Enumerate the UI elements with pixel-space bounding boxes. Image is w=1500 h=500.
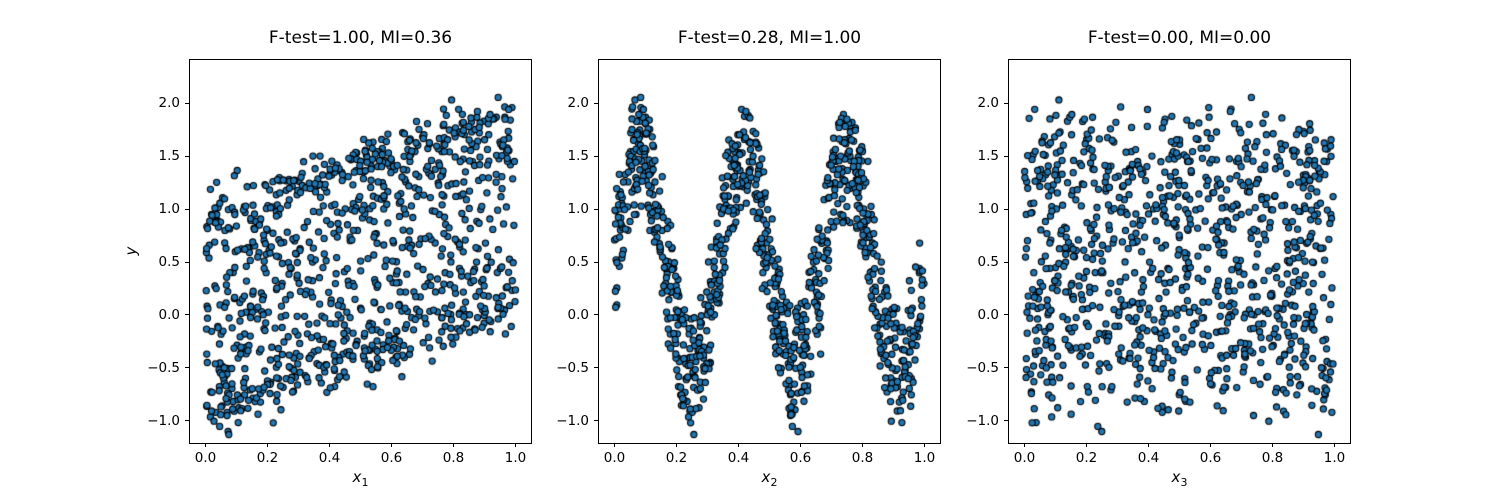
y-tick-mark	[185, 314, 189, 316]
x-tick-label: 0.0	[1013, 450, 1036, 466]
y-tick-label: 1.5	[977, 148, 999, 165]
y-tick-label: 0.0	[158, 306, 180, 323]
x-tick-label: 0.6	[1199, 450, 1222, 466]
x-tick-mark	[1148, 443, 1149, 447]
x-tick-label: 0.8	[442, 450, 465, 466]
x-tick-label: 1.0	[504, 450, 527, 466]
x-tick-mark	[267, 443, 268, 447]
y-tick-mark	[594, 367, 598, 369]
x-tick-label: 0.4	[727, 450, 750, 466]
x-tick-mark	[924, 443, 925, 447]
y-tick-label: −1.0	[147, 412, 180, 429]
y-tick-label: 2.0	[567, 95, 589, 112]
y-tick-label: 1.5	[567, 148, 589, 165]
plot-title: F-test=1.00, MI=0.36	[268, 28, 453, 48]
y-tick-label: 0.5	[977, 254, 999, 271]
x-tick-label: 0.6	[789, 450, 812, 466]
x-tick-mark	[676, 443, 677, 447]
y-tick-label: 1.0	[567, 201, 589, 218]
y-tick-label: −1.0	[966, 412, 999, 429]
subplot-2: F-test=0.28, MI=1.00 0.0 0.2 0.4 0.6 0.8 1.0 …	[556, 28, 941, 489]
y-tick-label: 0.0	[977, 306, 999, 323]
y-tick-label: 0.0	[567, 306, 589, 323]
y-tick-label: 0.5	[567, 254, 589, 271]
y-tick-mark	[594, 208, 598, 210]
y-tick-mark	[185, 155, 189, 157]
x-tick-label: 0.4	[1137, 450, 1160, 466]
x-tick-mark	[800, 443, 801, 447]
x-tick-mark	[862, 443, 863, 447]
x-tick-label: 0.2	[1075, 450, 1098, 466]
y-tick-mark	[185, 420, 189, 422]
x-axis-label: x3	[1171, 468, 1188, 489]
y-tick-label: −1.0	[556, 412, 589, 429]
y-tick-mark	[594, 155, 598, 157]
plot-area	[598, 59, 941, 444]
x-tick-mark	[1210, 443, 1211, 447]
x-tick-mark	[738, 443, 739, 447]
scatter-points-canvas	[1009, 60, 1350, 443]
y-tick-mark	[1004, 367, 1008, 369]
subplot-1: F-test=1.00, MI=0.36 0.0 0.2 0.4 0.6 0.8 1.0 …	[147, 28, 532, 489]
y-tick-mark	[1004, 208, 1008, 210]
x-tick-label: 0.8	[851, 450, 874, 466]
plot-area	[189, 59, 532, 444]
subplot-3: F-test=0.00, MI=0.00 0.0 0.2 0.4 0.6 0.8 1.0 …	[966, 28, 1351, 489]
x-tick-label: 0.2	[256, 450, 279, 466]
x-tick-label: 0.2	[665, 450, 688, 466]
x-tick-mark	[1272, 443, 1273, 447]
y-tick-label: 2.0	[158, 95, 180, 112]
y-tick-label: 1.5	[158, 148, 180, 165]
x-tick-mark	[205, 443, 206, 447]
x-tick-label: 0.0	[603, 450, 626, 466]
x-tick-mark	[453, 443, 454, 447]
y-tick-mark	[1004, 261, 1008, 263]
y-tick-label: −0.5	[966, 359, 999, 376]
y-tick-mark	[594, 314, 598, 316]
plot-title: F-test=0.00, MI=0.00	[1087, 28, 1272, 48]
x-tick-mark	[391, 443, 392, 447]
x-tick-label: 1.0	[913, 450, 936, 466]
x-axis-label: x1	[352, 468, 369, 489]
y-tick-mark	[594, 261, 598, 263]
y-tick-mark	[185, 102, 189, 104]
y-tick-label: −0.5	[556, 359, 589, 376]
x-axis-label: x2	[761, 468, 778, 489]
scatter-points-canvas	[190, 60, 531, 443]
y-tick-label: 2.0	[977, 95, 999, 112]
y-tick-mark	[185, 261, 189, 263]
x-tick-mark	[515, 443, 516, 447]
plot-title: F-test=0.28, MI=1.00	[677, 28, 862, 48]
x-tick-mark	[614, 443, 615, 447]
x-tick-label: 0.4	[318, 450, 341, 466]
y-tick-mark	[594, 420, 598, 422]
y-tick-mark	[1004, 314, 1008, 316]
y-tick-mark	[1004, 155, 1008, 157]
y-tick-mark	[185, 367, 189, 369]
y-tick-mark	[185, 208, 189, 210]
plot-area	[1008, 59, 1351, 444]
y-tick-label: 0.5	[158, 254, 180, 271]
y-tick-label: 1.0	[977, 201, 999, 218]
scatter-points-canvas	[599, 60, 940, 443]
x-tick-label: 1.0	[1323, 450, 1346, 466]
x-tick-mark	[1086, 443, 1087, 447]
x-tick-mark	[329, 443, 330, 447]
y-tick-mark	[1004, 102, 1008, 104]
y-tick-label: 1.0	[158, 201, 180, 218]
y-tick-mark	[1004, 420, 1008, 422]
y-tick-mark	[594, 102, 598, 104]
x-tick-mark	[1334, 443, 1335, 447]
x-tick-mark	[1024, 443, 1025, 447]
x-tick-label: 0.0	[194, 450, 217, 466]
x-tick-label: 0.8	[1261, 450, 1284, 466]
x-tick-label: 0.6	[380, 450, 403, 466]
y-tick-label: −0.5	[147, 359, 180, 376]
